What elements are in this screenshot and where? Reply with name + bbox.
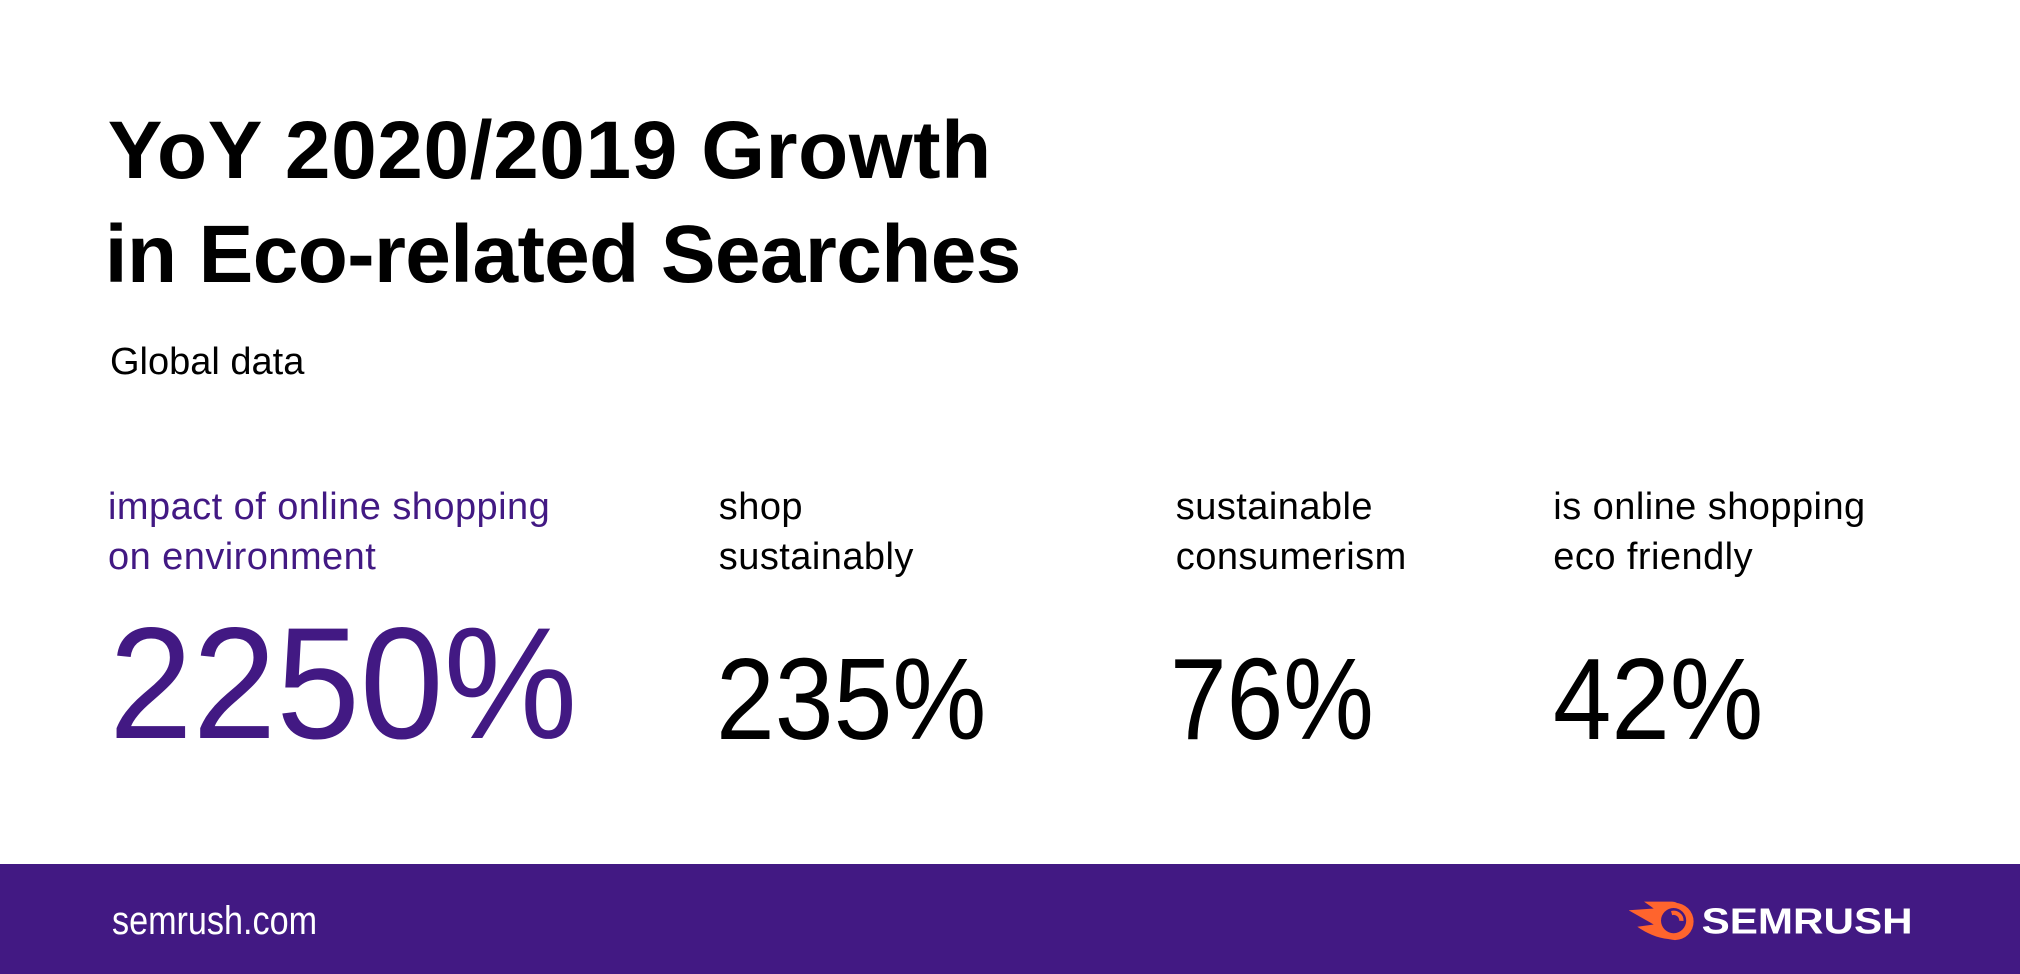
svg-text:SEMRUSH: SEMRUSH <box>1702 902 1913 942</box>
